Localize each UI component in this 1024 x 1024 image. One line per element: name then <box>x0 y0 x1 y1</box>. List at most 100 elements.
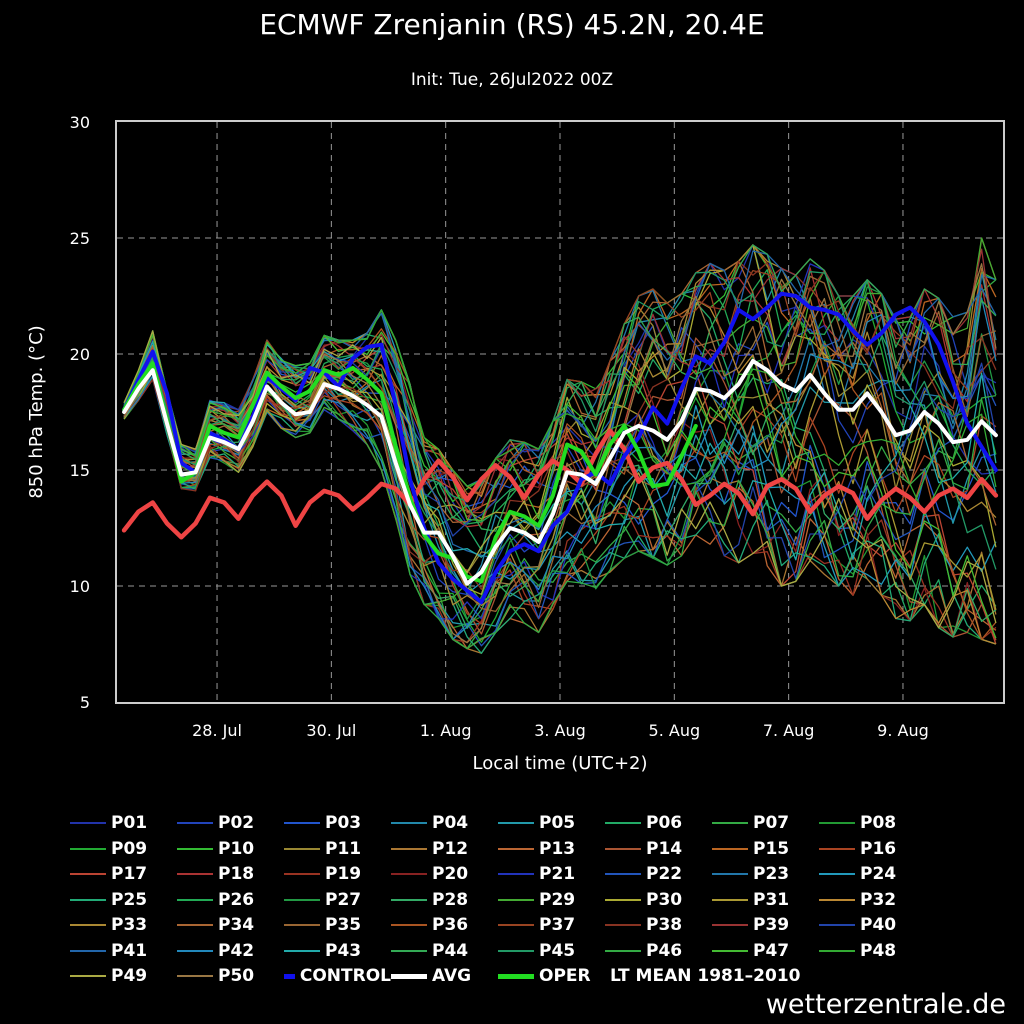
x-tick-label: 9. Aug <box>877 721 929 740</box>
legend-label: P27 <box>325 889 362 910</box>
x-axis-label: Local time (UTC+2) <box>472 753 647 774</box>
legend-swatch <box>819 822 855 824</box>
watermark: wetterzentrale.de <box>765 989 1006 1020</box>
legend-item: P29 <box>498 889 605 911</box>
series-line-p28 <box>123 362 997 638</box>
legend-swatch <box>177 949 213 952</box>
legend-item: P24 <box>819 863 926 885</box>
legend-item: P19 <box>284 863 391 885</box>
legend-label: P05 <box>539 813 576 833</box>
legend-swatch <box>284 822 320 824</box>
legend-label: P33 <box>111 915 148 935</box>
legend-label: P14 <box>646 838 683 859</box>
series-line-p33 <box>123 244 997 607</box>
legend-swatch <box>391 924 427 926</box>
legend-label: P01 <box>111 813 148 833</box>
legend-label: P31 <box>753 889 790 910</box>
legend-swatch <box>391 847 427 850</box>
legend-label: P25 <box>111 889 148 910</box>
legend-item: P45 <box>498 940 605 962</box>
legend-swatch <box>177 847 213 850</box>
legend-item: P12 <box>391 838 498 860</box>
legend-item: P13 <box>498 838 605 860</box>
legend-label: P38 <box>646 915 683 935</box>
legend-swatch <box>712 898 748 901</box>
legend-label: P39 <box>753 915 790 935</box>
legend-item: LT MEAN 1981–2010 <box>605 965 801 987</box>
x-axis-ticks: 28. Jul 30. Jul 1. Aug 3. Aug 5. Aug 7. Aug 9.… <box>192 721 929 740</box>
y-tick-label: 10 <box>70 577 90 596</box>
legend-swatch <box>605 949 641 952</box>
legend-item: P25 <box>70 889 177 911</box>
series-line-p19 <box>123 378 997 643</box>
legend-item: P16 <box>819 838 926 860</box>
series-line-p40 <box>123 330 997 580</box>
legend-label: P49 <box>111 966 148 986</box>
legend-label: P15 <box>753 838 790 859</box>
legend-swatch <box>284 924 320 926</box>
legend-label: P13 <box>539 838 576 859</box>
legend-label: P28 <box>432 889 469 910</box>
legend-label: P16 <box>860 838 897 859</box>
legend-label: P44 <box>432 940 469 961</box>
legend-swatch <box>605 847 641 850</box>
chart-subtitle: Init: Tue, 26Jul2022 00Z <box>411 70 613 90</box>
legend-item: P17 <box>70 863 177 885</box>
legend-swatch <box>284 973 295 979</box>
legend-swatch <box>70 847 106 850</box>
legend-item: P50 <box>177 965 284 987</box>
series-line-p45 <box>123 271 997 570</box>
series-line-p48 <box>123 309 997 516</box>
legend-swatch <box>605 822 641 824</box>
y-tick-label: 20 <box>70 345 90 364</box>
legend-item: P47 <box>712 940 819 962</box>
legend-item: P10 <box>177 838 284 860</box>
chart: ECMWF Zrenjanin (RS) 45.2N, 20.4E Init: … <box>26 8 1005 774</box>
y-axis-label: 850 hPa Temp. (°C) <box>26 325 47 498</box>
legend-item: P40 <box>819 914 926 936</box>
legend-swatch <box>498 924 534 926</box>
legend-swatch <box>605 924 641 926</box>
legend-item: P14 <box>605 838 712 860</box>
series-line-p47 <box>123 331 997 639</box>
legend-swatch <box>284 847 320 850</box>
legend-item: P01 <box>70 812 177 834</box>
legend-label: LT MEAN 1981–2010 <box>610 966 801 986</box>
x-tick-label: 5. Aug <box>649 721 701 740</box>
legend-label: P43 <box>325 940 362 961</box>
legend-item: P21 <box>498 863 605 885</box>
legend-swatch <box>498 873 534 875</box>
legend-swatch <box>284 898 320 901</box>
legend-label: P10 <box>218 838 255 859</box>
legend-item: P05 <box>498 812 605 834</box>
legend-swatch <box>177 975 213 977</box>
legend-swatch <box>819 898 855 901</box>
legend-label: P35 <box>325 915 362 935</box>
legend-swatch <box>284 949 320 952</box>
legend-swatch <box>391 973 427 979</box>
legend-label: P30 <box>646 889 683 910</box>
legend-swatch <box>70 924 106 926</box>
series-line-oper <box>122 361 698 584</box>
legend-swatch <box>712 924 748 926</box>
legend-swatch <box>70 949 106 952</box>
legend-label: OPER <box>539 966 591 986</box>
legend-swatch <box>712 873 748 875</box>
series-line-control <box>122 291 998 605</box>
legend-label: P42 <box>218 940 255 961</box>
legend-label: P32 <box>860 889 897 910</box>
legend-label: P08 <box>860 813 897 833</box>
legend-item: P35 <box>284 914 391 936</box>
y-tick-label: 15 <box>70 461 90 480</box>
legend-item: P07 <box>712 812 819 834</box>
legend-item: P22 <box>605 863 712 885</box>
legend-label: P26 <box>218 889 255 910</box>
legend-swatch <box>284 873 320 875</box>
legend-item: P20 <box>391 863 498 885</box>
legend-swatch <box>819 949 855 952</box>
legend-label: P41 <box>111 940 148 961</box>
legend-label: P45 <box>539 940 576 961</box>
legend-swatch <box>177 898 213 901</box>
legend-swatch <box>177 873 213 875</box>
legend-item: P27 <box>284 889 391 911</box>
